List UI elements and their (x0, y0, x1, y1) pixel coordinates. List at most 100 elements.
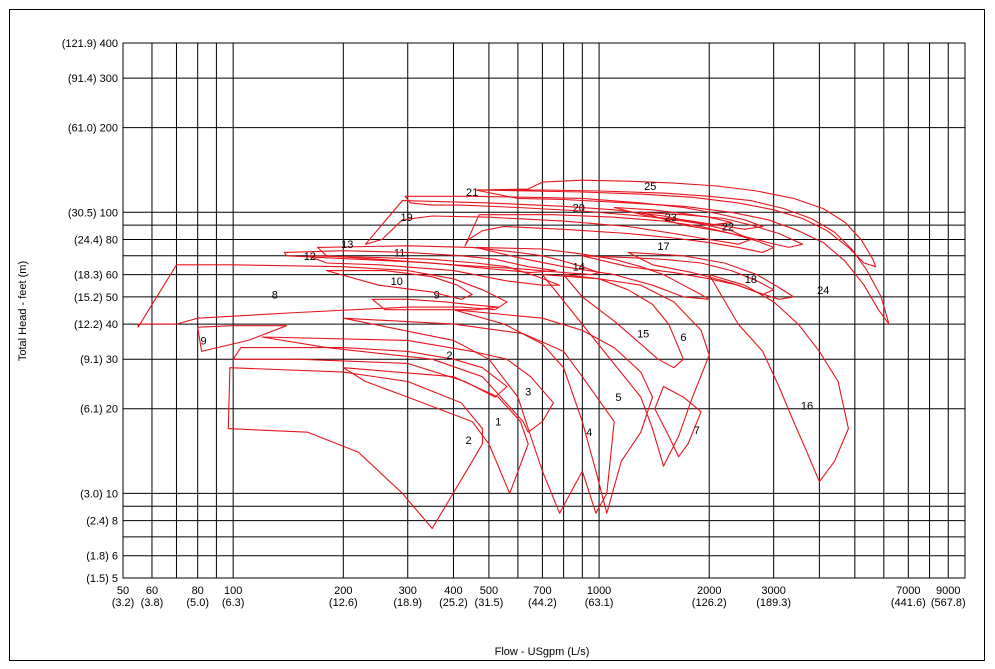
pump-curve-label: 18 (745, 274, 757, 286)
x-tick-label-metric: (6.3) (222, 597, 245, 609)
x-tick-label: 300 (399, 585, 417, 597)
plot-border (122, 42, 966, 579)
x-axis-label: Flow - USgpm (L/s) (495, 646, 590, 658)
pump-curve-12 (283, 250, 557, 274)
pump-curve-2 (227, 367, 483, 530)
x-tick-label-metric: (5.0) (186, 597, 209, 609)
y-tick-label: (1.5) 5 (86, 573, 118, 585)
pump-curve-label: 1 (495, 417, 501, 429)
x-tick-label: 50 (117, 585, 129, 597)
pump-curve-5 (452, 309, 654, 514)
pump-curve-label: 21 (466, 187, 478, 199)
x-tick-label: 80 (192, 585, 204, 597)
y-tick-label: (18.3) 60 (74, 270, 118, 282)
pump-curve-1 (342, 367, 529, 494)
pump-curve-label: 3 (525, 387, 531, 399)
pump-curve-19 (364, 200, 752, 245)
pump-curve-label: 16 (801, 401, 813, 413)
y-tick-label: (1.8) 6 (86, 551, 118, 563)
tick-labels: (121.9) 400 (91.4) 300 (61.0) 200 (30.5) 10… (62, 38, 966, 609)
pump-curve-9 (371, 298, 499, 311)
y-tick-label: (24.4) 80 (74, 234, 118, 246)
pump-curve-9 (197, 325, 288, 352)
pump-curve-17 (581, 255, 775, 296)
pump-curve-21 (404, 195, 764, 230)
pump-curve-2 (232, 347, 508, 398)
x-tick-label-metric: (63.1) (585, 597, 614, 609)
x-tick-label: 60 (146, 585, 158, 597)
x-tick-label: 500 (480, 585, 498, 597)
pump-curve-label: 5 (615, 392, 621, 404)
pump-curve-label: 7 (694, 425, 700, 437)
x-tick-label-metric: (441.6) (891, 597, 926, 609)
x-tick-label-metric: (189.3) (756, 597, 791, 609)
x-tick-label: 700 (533, 585, 551, 597)
y-tick-label: (3.0) 10 (80, 488, 118, 500)
pump-curve-8 (137, 264, 508, 328)
x-tick-label: 7000 (896, 585, 920, 597)
pump-curve-25 (475, 179, 877, 268)
x-tick-label-metric: (3.8) (141, 597, 164, 609)
x-tick-label-metric: (31.5) (475, 597, 504, 609)
pump-curve-label: 25 (644, 181, 656, 193)
pump-curve-20 (464, 214, 775, 253)
y-tick-label: (61.0) 200 (68, 123, 118, 135)
chart-frame (9, 9, 985, 661)
pump-curves: 1223456789910111213141516171819202122232… (137, 179, 890, 530)
pump-curve-15 (563, 274, 684, 369)
pump-curve-label: 22 (722, 221, 734, 233)
y-tick-label: (121.9) 400 (62, 38, 118, 50)
pump-curve-6 (541, 274, 710, 467)
pump-curve-label: 2 (466, 435, 472, 447)
pump-curve-label: 6 (680, 332, 686, 344)
x-tick-label: 100 (224, 585, 242, 597)
pump-curve-label: 11 (394, 247, 405, 259)
grid (122, 42, 966, 579)
x-tick-label-metric: (44.2) (528, 597, 557, 609)
x-tick-label: 200 (334, 585, 352, 597)
pump-curve-label: 10 (391, 276, 403, 288)
x-tick-label-metric: (126.2) (692, 597, 727, 609)
pump-curve-label: 20 (573, 202, 585, 214)
pump-curve-label: 19 (401, 212, 413, 224)
y-tick-label: (2.4) 8 (86, 516, 118, 528)
x-tick-label-metric: (25.2) (439, 597, 468, 609)
pump-curve-16 (708, 274, 849, 483)
pump-curve-label: 15 (637, 329, 649, 341)
pump-curve-24 (475, 189, 890, 325)
pump-curve-3 (261, 336, 554, 433)
pump-curve-label: 13 (341, 239, 353, 251)
pump-curve-4 (342, 317, 615, 514)
y-tick-label: (30.5) 100 (68, 207, 118, 219)
pump-curve-label: 9 (200, 335, 206, 347)
x-tick-label: 1000 (587, 585, 611, 597)
pump-curve-label: 17 (657, 241, 669, 253)
pump-curve-7 (654, 385, 702, 458)
pump-curve-11 (307, 255, 561, 286)
x-tick-label: 400 (444, 585, 462, 597)
x-tick-label-metric: (12.6) (329, 597, 358, 609)
x-tick-label-metric: (567.8) (931, 597, 966, 609)
pump-curve-10 (326, 270, 473, 300)
y-tick-label: (6.1) 20 (80, 404, 118, 416)
pump-curve-label: 4 (586, 427, 592, 439)
pump-curve-22 (640, 211, 804, 248)
x-tick-label-metric: (18.9) (393, 597, 422, 609)
x-tick-label: 2000 (697, 585, 721, 597)
pump-curve-label: 9 (434, 289, 440, 301)
pump-curve-23 (613, 206, 732, 226)
x-tick-label: 3000 (761, 585, 785, 597)
x-tick-label-metric: (3.2) (112, 597, 135, 609)
pump-curve-label: 2 (446, 350, 452, 362)
pump-curve-label: 14 (573, 262, 585, 274)
y-axis-label: Total Head - feet (m) (17, 261, 29, 361)
pump-curve-18 (627, 251, 795, 300)
pump-curve-label: 23 (665, 212, 677, 224)
y-tick-label: (91.4) 300 (68, 73, 118, 85)
pump-curve-label: 8 (272, 289, 278, 301)
x-tick-label: 9000 (936, 585, 960, 597)
y-tick-label: (9.1) 30 (80, 354, 118, 366)
y-tick-label: (15.2) 50 (74, 292, 118, 304)
y-tick-label: (12.2) 40 (74, 319, 118, 331)
